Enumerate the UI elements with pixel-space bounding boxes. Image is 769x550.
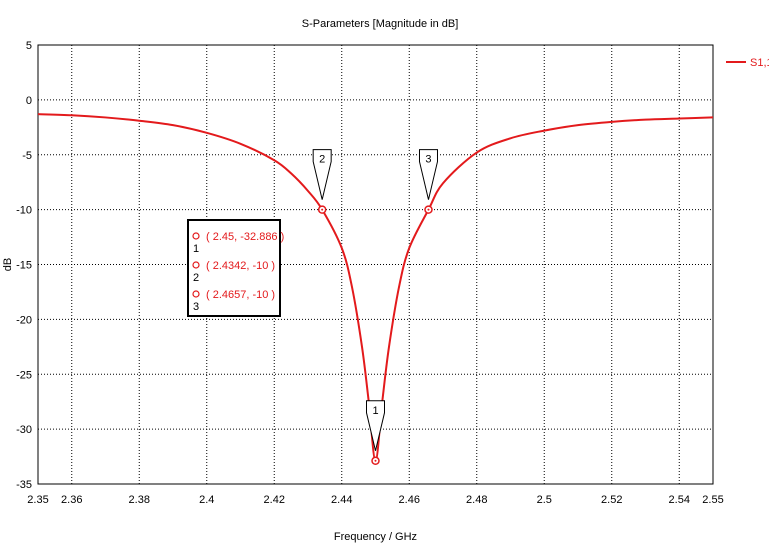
readout-1-icon [192,232,200,240]
marker-3-dot [427,208,430,211]
readout-2-icon [192,261,200,269]
axis-ticks: 2.35 2.36 2.38 2.4 2.42 2.44 2.46 2.48 2.5 2.52 2.… [16,40,724,506]
marker-2-number: 2 [319,154,325,166]
x-tick-label: 2.44 [331,494,352,506]
marker-1-number: 1 [372,405,378,417]
plot-frame [37,44,714,485]
readout-3-icon [192,290,200,298]
readout-3-number: 3 [193,301,199,313]
y-tick-label: 0 [26,95,32,107]
readout-2-value: ( 2.4342, -10 ) [206,260,275,272]
x-tick-label: 2.42 [264,494,285,506]
y-axis-label: dB [2,258,14,271]
readout-2-number: 2 [193,272,199,284]
y-tick-label: -25 [16,369,32,381]
readout-1-value: ( 2.45, -32.886 ) [206,231,284,243]
x-axis-label: Frequency / GHz [334,531,417,543]
x-tick-label: 2.52 [601,494,622,506]
marker-readout-box: ( 2.45, -32.886 ) 1 ( 2.4342, -10 ) 2 ( 2.46… [187,219,284,317]
marker-3-flag [418,149,438,200]
chart-title: S-Parameters [Magnitude in dB] [302,18,459,30]
y-tick-label: -10 [16,205,32,217]
y-tick-label: -35 [16,479,32,491]
x-tick-label: 2.48 [466,494,487,506]
x-tick-label: 2.55 [702,494,723,506]
x-tick-label: 2.46 [399,494,420,506]
x-tick-label: 2.54 [669,494,690,506]
marker-3-number: 3 [425,154,431,166]
marker-2-dot [321,208,324,211]
x-tick-label: 2.36 [61,494,82,506]
legend: S1,1 [726,57,769,69]
marker-layer: 1 2 3 [312,149,438,466]
marker-1-flag [366,400,385,451]
x-tick-label: 2.35 [27,494,48,506]
legend-label-s11: S1,1 [750,57,769,69]
marker-2-flag [312,149,332,200]
y-tick-label: -30 [16,424,32,436]
readout-1-number: 1 [193,243,199,255]
x-tick-label: 2.5 [537,494,552,506]
y-tick-label: 5 [26,40,32,52]
x-tick-label: 2.4 [199,494,214,506]
readout-box-frame [187,219,281,317]
y-tick-label: -5 [22,150,32,162]
marker-1-dot [374,459,377,462]
x-tick-label: 2.38 [129,494,150,506]
y-tick-label: -15 [16,260,32,272]
y-tick-label: -20 [16,314,32,326]
readout-3-value: ( 2.4657, -10 ) [206,289,275,301]
